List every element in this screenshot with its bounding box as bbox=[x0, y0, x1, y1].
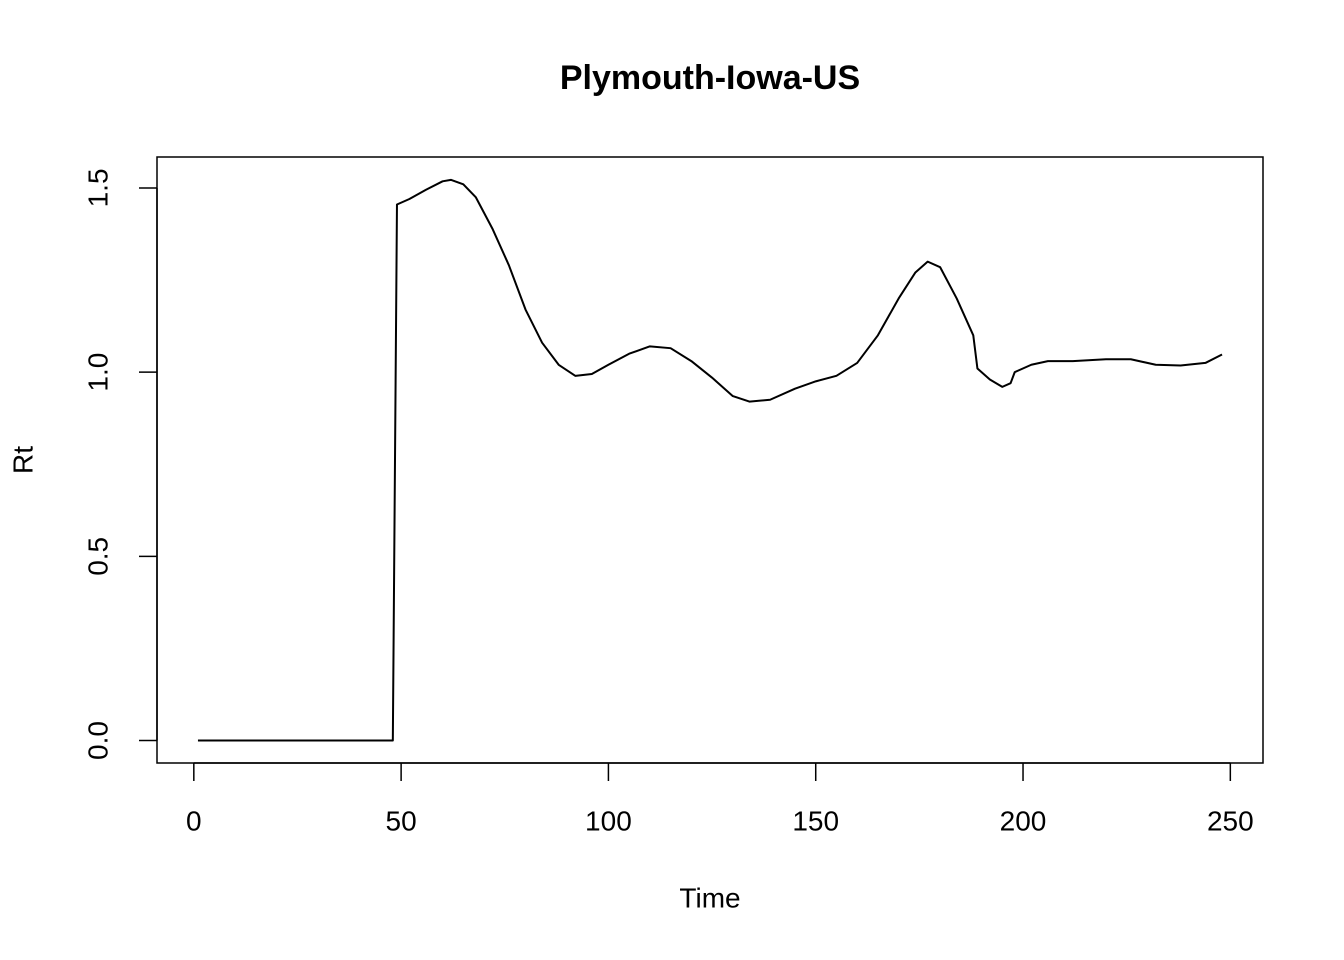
y-tick-label: 0.5 bbox=[82, 537, 113, 576]
data-line bbox=[197, 178, 1223, 742]
y-tick-label: 0.0 bbox=[82, 721, 113, 760]
x-tick-label: 250 bbox=[1207, 805, 1254, 836]
y-tick-label: 1.0 bbox=[82, 353, 113, 392]
x-axis-label: Time bbox=[679, 882, 740, 913]
y-axis-label: Rt bbox=[7, 446, 38, 474]
y-tick-label: 1.5 bbox=[82, 168, 113, 207]
x-tick-label: 200 bbox=[1000, 805, 1047, 836]
x-tick-label: 100 bbox=[585, 805, 632, 836]
x-tick-label: 0 bbox=[186, 805, 202, 836]
x-tick-label: 150 bbox=[792, 805, 839, 836]
x-tick-label: 50 bbox=[386, 805, 417, 836]
chart-title: Plymouth-Iowa-US bbox=[560, 59, 860, 97]
